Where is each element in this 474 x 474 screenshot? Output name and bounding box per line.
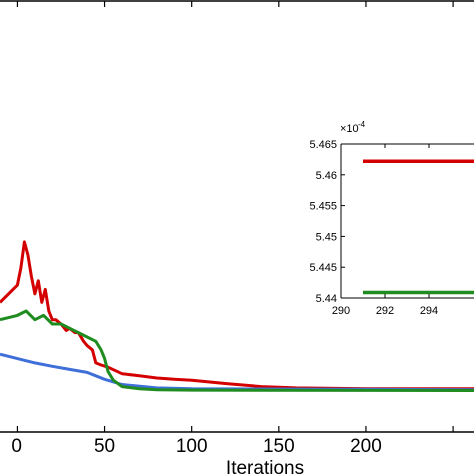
inset-axes: 5.44 5.445 5.45 5.455 5.46 5.465 290 292 294	[309, 139, 474, 317]
inset-x-tick-label-0: 290	[332, 305, 350, 317]
inset-y-tick-label-5: 5.465	[309, 139, 337, 151]
main-series-group	[0, 240, 474, 392]
x-tick-label-partial: 0	[11, 436, 22, 457]
y-exponent-base: ×10	[340, 123, 359, 135]
main-series-line-2	[0, 352, 474, 392]
inset-y-exponent: ×10 -4	[340, 120, 366, 135]
x-tick-label-2: 150	[263, 436, 295, 457]
inset-plot: 5.44 5.445 5.45 5.455 5.46 5.465 290 292 294 ×10…	[309, 120, 474, 317]
y-exponent-power: -4	[358, 120, 366, 129]
x-tick-label-0: 50	[94, 436, 115, 457]
inset-x-tick-label-1: 292	[376, 305, 394, 317]
inset-y-tick-label-2: 5.45	[316, 231, 337, 243]
inset-y-tick-label-1: 5.445	[309, 262, 337, 274]
inset-x-tick-label-2: 294	[420, 305, 438, 317]
inset-series-group	[363, 159, 474, 295]
x-axis-label: Iterations	[226, 458, 304, 474]
main-axes: 50 100 150 200 0	[0, 0, 474, 457]
inset-y-tick-label-0: 5.44	[316, 293, 337, 305]
inset-background	[341, 144, 474, 298]
main-series-line-3	[0, 309, 474, 392]
x-tick-label-3: 200	[350, 436, 382, 457]
inset-y-tick-label-3: 5.455	[309, 201, 337, 213]
inset-y-tick-label-4: 5.46	[316, 170, 337, 182]
x-tick-label-1: 100	[176, 436, 208, 457]
